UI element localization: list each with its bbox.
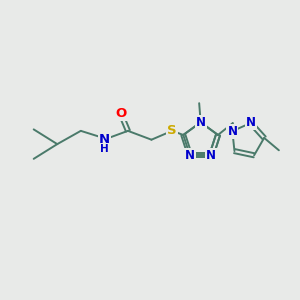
Text: N: N (185, 149, 195, 162)
Text: O: O (115, 107, 126, 120)
Text: N: N (206, 149, 216, 162)
Text: N: N (99, 133, 110, 146)
Text: S: S (167, 124, 177, 137)
Text: N: N (196, 116, 206, 129)
Text: H: H (100, 144, 109, 154)
Text: N: N (246, 116, 256, 130)
Text: N: N (227, 125, 237, 138)
